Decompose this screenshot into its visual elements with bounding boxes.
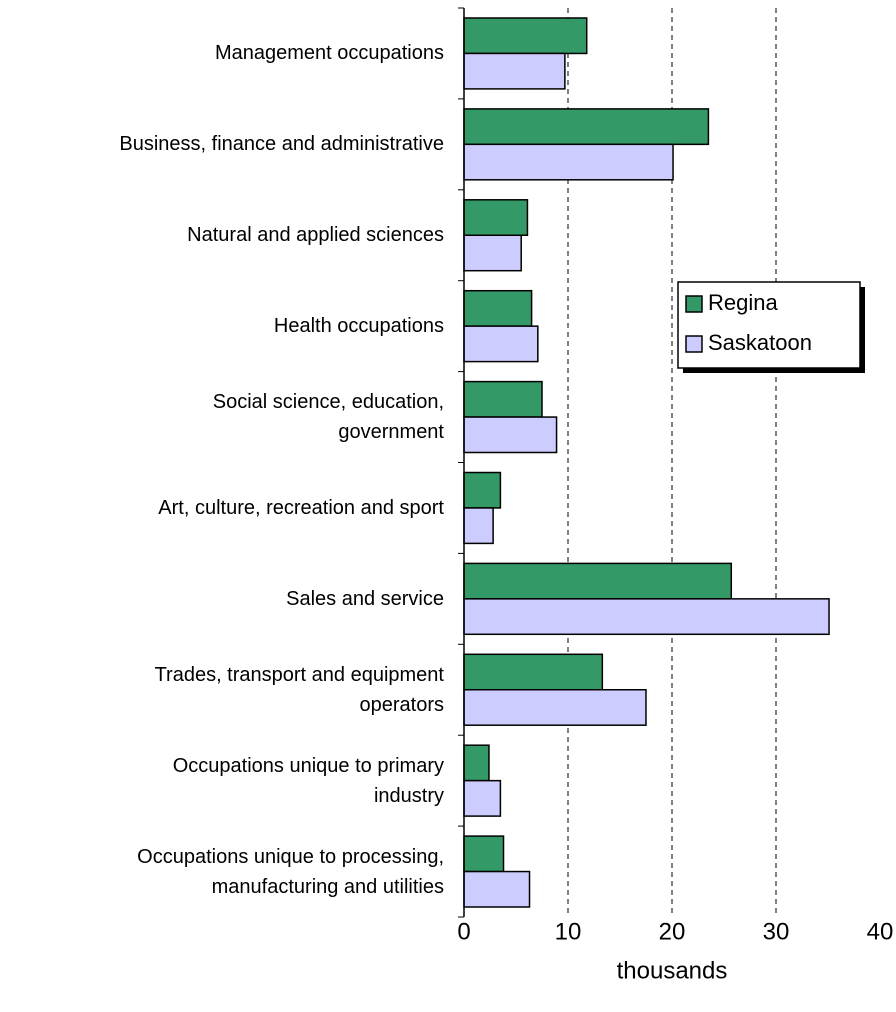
bar <box>463 835 505 873</box>
y-tick-label: Business, finance and administrative <box>119 133 444 156</box>
bar <box>463 779 502 817</box>
bar <box>463 416 558 454</box>
legend <box>677 281 861 369</box>
y-tick-label: Health occupations <box>273 315 444 338</box>
y-tick-label: Natural and applied sciences <box>187 224 444 247</box>
x-axis-title: thousands <box>617 957 728 984</box>
bar <box>463 870 531 908</box>
x-tick-label: 20 <box>659 918 686 945</box>
bar <box>463 689 647 726</box>
bar <box>463 143 674 181</box>
legend-swatch <box>685 295 703 313</box>
legend-swatch <box>685 335 703 353</box>
bar <box>463 17 588 55</box>
x-tick-label: 30 <box>763 918 790 945</box>
bar <box>463 744 490 782</box>
bar <box>463 562 733 600</box>
y-tick-label: Trades, transport and equipment operator… <box>154 663 444 716</box>
y-tick-label: Art, culture, recreation and sport <box>158 496 444 519</box>
bar <box>463 234 522 272</box>
x-tick-label: 0 <box>457 918 470 945</box>
bar <box>463 52 566 90</box>
y-tick-label: Sales and service <box>286 587 444 610</box>
bar <box>463 108 710 146</box>
bar <box>463 199 529 236</box>
x-tick-label: 40 <box>867 918 894 945</box>
legend-label: Saskatoon <box>708 330 812 355</box>
x-tick-label: 10 <box>555 918 582 945</box>
bar <box>463 598 830 636</box>
bar <box>463 471 502 509</box>
bar <box>463 380 543 418</box>
bar <box>463 653 604 691</box>
bar <box>463 325 539 363</box>
legend-label: Regina <box>708 290 778 315</box>
y-tick-label: Occupations unique to primary industry <box>172 754 444 807</box>
y-tick-label: Occupations unique to processing, manufa… <box>137 845 444 898</box>
y-tick-label: Management occupations <box>214 42 444 65</box>
bar <box>463 289 533 327</box>
y-tick-label: Social science, education, government <box>212 391 444 444</box>
bar <box>463 507 494 545</box>
